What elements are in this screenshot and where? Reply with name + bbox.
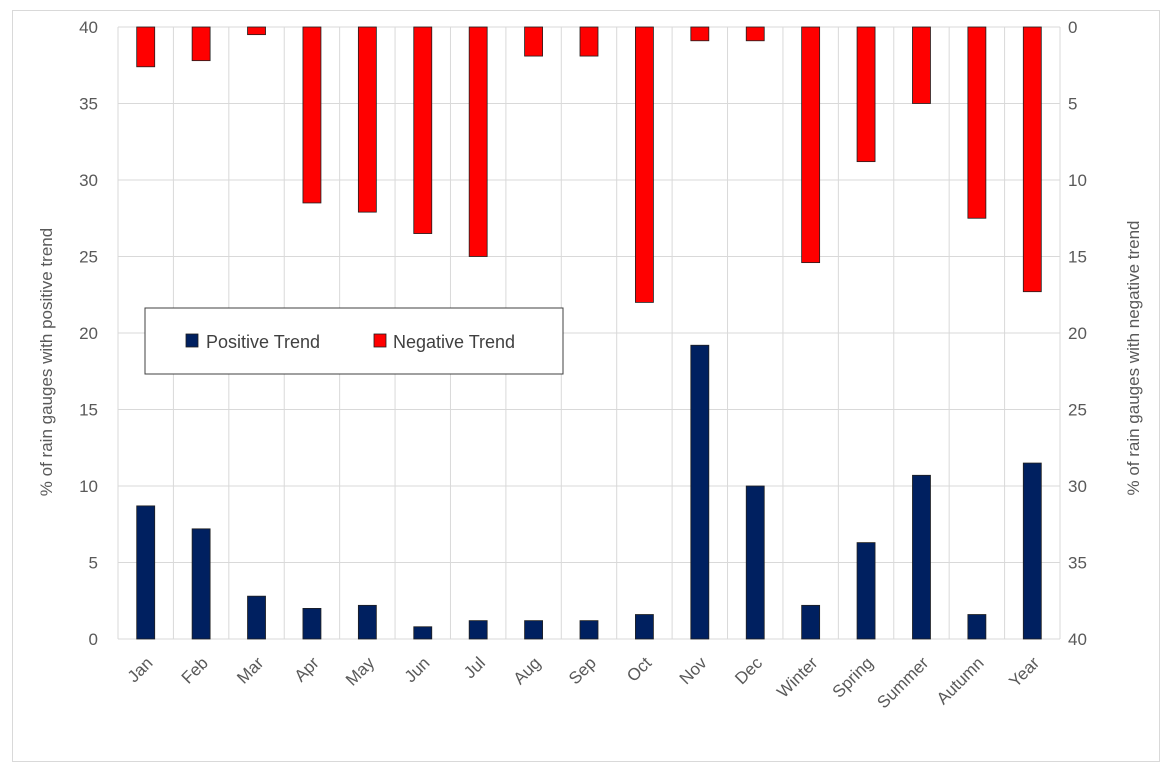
negative-bar <box>247 26 266 36</box>
positive-bar <box>856 542 876 640</box>
positive-bar <box>579 620 599 640</box>
left-tick-label: 5 <box>89 554 98 573</box>
negative-bar <box>302 26 322 204</box>
left-tick-label: 40 <box>79 18 98 37</box>
negative-bar <box>745 26 765 42</box>
legend-label-positive: Positive Trend <box>206 332 320 352</box>
negative-bar <box>579 26 599 57</box>
x-tick-label: Jan <box>124 653 157 686</box>
x-tick-label: Summer <box>873 653 932 712</box>
x-tick-label: Aug <box>510 653 545 688</box>
gridlines <box>117 26 1061 640</box>
negative-bar <box>801 26 821 264</box>
x-tick-label: Spring <box>829 653 877 701</box>
x-tick-label: Oct <box>623 653 655 685</box>
negative-bar <box>468 26 488 257</box>
x-tick-label: Sep <box>565 653 600 688</box>
right-tick-label: 0 <box>1068 18 1077 37</box>
positive-bar <box>247 595 266 640</box>
positive-bar <box>1022 462 1042 640</box>
negative-bar <box>1022 26 1042 293</box>
left-axis-ticks: 0 5 10 15 20 25 30 35 40 <box>79 18 98 649</box>
positive-bars <box>136 344 1042 640</box>
right-tick-label: 15 <box>1068 248 1087 267</box>
positive-bar <box>801 604 821 640</box>
x-tick-label: Apr <box>291 653 323 685</box>
positive-bar <box>745 485 765 640</box>
right-tick-label: 25 <box>1068 401 1087 420</box>
x-tick-label: Year <box>1005 653 1043 691</box>
right-tick-label: 40 <box>1068 630 1087 649</box>
x-tick-label: Jul <box>460 653 489 682</box>
negative-bar <box>136 26 156 68</box>
positive-bar <box>191 528 211 640</box>
x-tick-label: Nov <box>676 653 711 688</box>
legend-box <box>144 307 564 375</box>
positive-bar <box>302 608 322 640</box>
left-tick-label: 0 <box>89 630 98 649</box>
left-tick-label: 10 <box>79 477 98 496</box>
legend-swatch-positive <box>185 333 199 348</box>
positive-bar <box>357 604 377 640</box>
x-tick-label: Autumn <box>933 653 988 708</box>
legend: Positive Trend Negative Trend <box>144 307 564 375</box>
positive-bar <box>967 614 987 640</box>
right-tick-label: 30 <box>1068 477 1087 496</box>
x-tick-label: Winter <box>773 653 821 701</box>
left-tick-label: 35 <box>79 95 98 114</box>
negative-bar <box>856 26 876 163</box>
positive-bar <box>635 614 654 640</box>
positive-bar <box>524 620 543 640</box>
right-axis-ticks: 40 35 30 25 20 15 10 5 0 <box>1068 18 1087 649</box>
legend-label-negative: Negative Trend <box>393 332 515 352</box>
right-axis-title: % of rain gauges with negative trend <box>1124 220 1143 495</box>
x-axis-ticks: Jan Feb Mar Apr May Jun Jul Aug Sep Oct Nov Dec Wint… <box>124 653 1044 712</box>
left-axis-title: % of rain gauges with positive trend <box>37 228 56 496</box>
x-tick-label: Jun <box>401 653 434 686</box>
negative-bar <box>967 26 987 219</box>
negative-bar <box>357 26 377 213</box>
negative-bars <box>136 26 1042 303</box>
negative-bar <box>524 26 543 57</box>
right-tick-label: 10 <box>1068 171 1087 190</box>
negative-bar <box>635 26 654 303</box>
x-tick-label: May <box>342 653 378 689</box>
positive-bar <box>912 474 931 640</box>
positive-bar <box>690 344 710 640</box>
positive-bar <box>468 620 488 640</box>
left-tick-label: 15 <box>79 401 98 420</box>
right-tick-label: 35 <box>1068 554 1087 573</box>
left-tick-label: 20 <box>79 324 98 343</box>
left-tick-label: 25 <box>79 248 98 267</box>
positive-bar <box>413 626 433 640</box>
positive-bar <box>136 505 156 640</box>
negative-bar <box>690 26 710 42</box>
right-tick-label: 5 <box>1068 95 1077 114</box>
negative-bar <box>912 26 931 104</box>
left-tick-label: 30 <box>79 171 98 190</box>
x-tick-label: Feb <box>178 653 212 687</box>
x-tick-label: Mar <box>233 653 267 687</box>
negative-bar <box>191 26 211 62</box>
negative-bar <box>413 26 433 234</box>
right-tick-label: 20 <box>1068 324 1087 343</box>
legend-swatch-negative <box>373 333 387 348</box>
x-tick-label: Dec <box>731 653 766 688</box>
